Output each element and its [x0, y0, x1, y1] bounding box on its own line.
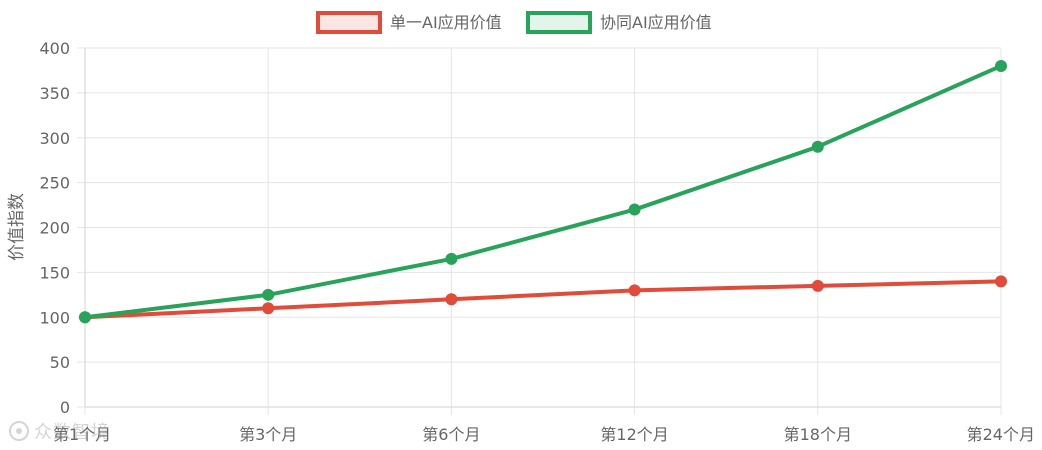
x-tick-label: 第6个月	[422, 425, 480, 444]
legend-swatch	[316, 11, 382, 34]
legend-swatch	[526, 11, 592, 34]
data-point[interactable]	[811, 279, 824, 292]
data-point[interactable]	[811, 140, 824, 153]
data-point[interactable]	[445, 293, 458, 306]
data-point[interactable]	[995, 59, 1007, 72]
series-lines	[79, 59, 1007, 324]
data-point[interactable]	[628, 284, 641, 297]
y-tick-label: 200	[39, 219, 70, 238]
watermark-text: 众数智境	[34, 422, 110, 443]
x-tick-label: 第24个月	[967, 425, 1035, 444]
y-tick-label: 50	[50, 353, 70, 372]
data-point[interactable]	[262, 302, 275, 315]
y-tick-label: 350	[39, 84, 70, 103]
y-tick-label: 400	[39, 39, 70, 58]
x-tick-label: 第12个月	[600, 425, 668, 444]
watermark: 众数智境	[8, 418, 110, 444]
series-2	[79, 59, 1007, 324]
y-tick-label: 100	[39, 308, 70, 327]
y-tick-label: 0	[60, 398, 70, 417]
y-axis-label: 价值指数	[7, 193, 27, 261]
legend-label: 协同AI应用价值	[600, 13, 712, 32]
legend[interactable]: 单一AI应用价值 协同AI应用价值	[316, 11, 712, 34]
series-1	[79, 275, 1007, 324]
y-tick-label: 150	[39, 263, 70, 282]
y-tick-label: 300	[39, 129, 70, 148]
series-line	[83, 279, 1003, 320]
x-tick-label: 第1个月	[53, 425, 111, 444]
data-point[interactable]	[79, 311, 91, 324]
legend-item-1[interactable]: 单一AI应用价值	[316, 11, 502, 34]
x-axis-ticks: 第1个月 第3个月 第6个月 第12个月 第18个月 第24个月	[53, 407, 1035, 444]
x-tick-label: 第3个月	[239, 425, 297, 444]
data-point[interactable]	[262, 288, 275, 301]
grid-lines	[84, 47, 1002, 408]
y-tick-label: 250	[39, 174, 70, 193]
y-axis-ticks: 0 50 100 150 200 250 300 350 400	[39, 39, 85, 417]
x-tick-label: 第18个月	[784, 425, 852, 444]
series-line	[83, 63, 1003, 320]
data-point[interactable]	[445, 252, 458, 265]
watermark-logo-icon	[9, 421, 29, 441]
data-point[interactable]	[628, 203, 641, 216]
legend-item-2[interactable]: 协同AI应用价值	[526, 11, 712, 34]
data-point[interactable]	[995, 275, 1007, 288]
legend-label: 单一AI应用价值	[390, 13, 502, 32]
